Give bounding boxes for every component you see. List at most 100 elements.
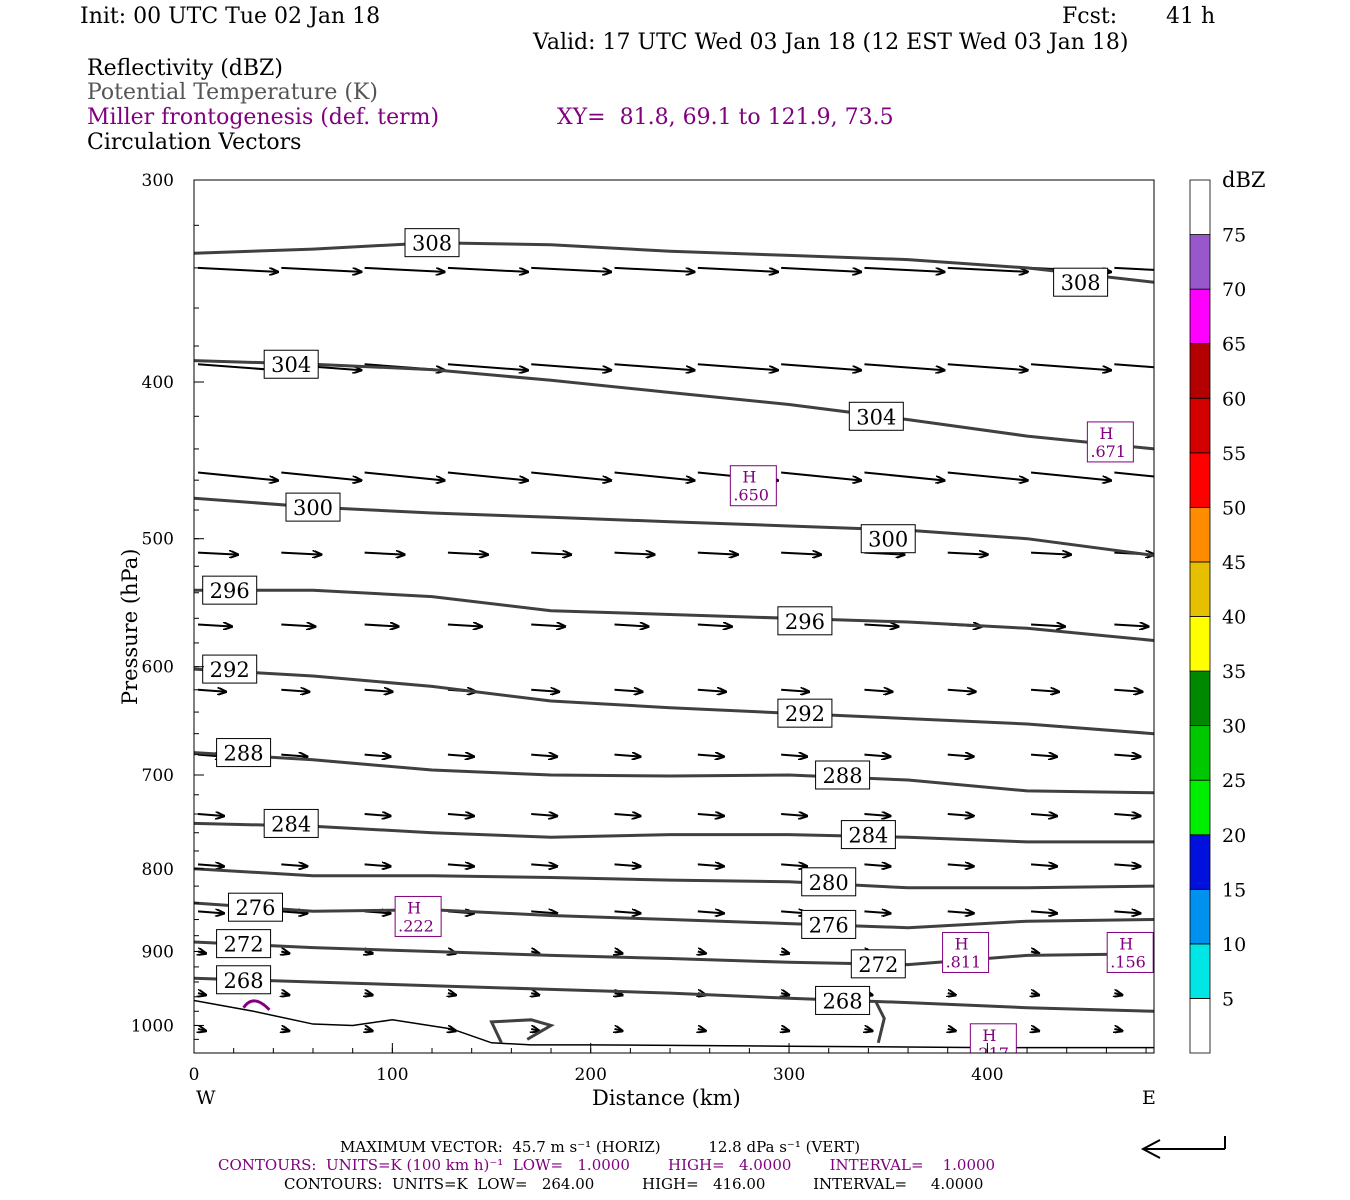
circulation-vector: [1114, 1029, 1122, 1031]
isentrope-label: 296: [210, 579, 250, 603]
colorbar-unit: dBZ: [1222, 168, 1266, 192]
circulation-vector: [448, 993, 456, 995]
isentrope-label-box: [815, 760, 871, 790]
circulation-vector: [781, 814, 807, 816]
isentrope-272: [194, 940, 1154, 967]
frontogenesis-max-box: [969, 1023, 1017, 1053]
circulation-vector: [281, 864, 307, 866]
colorbar-segment: [1189, 179, 1211, 235]
circulation-vector: [614, 625, 649, 627]
circulation-vector: [947, 814, 974, 816]
colorbar-segment: [1189, 616, 1211, 672]
circulation-vector: [198, 1029, 206, 1031]
x-tick-label: 300: [773, 1065, 805, 1085]
circulation-vector: [1031, 993, 1039, 995]
circulation-vector: [697, 266, 778, 272]
forecast-label: Fcst:: [1062, 4, 1118, 29]
circulation-vector: [781, 951, 789, 953]
circulation-vector: [281, 625, 315, 627]
colorbar-tick-label: 15: [1222, 879, 1246, 901]
circulation-vector: [197, 625, 232, 627]
circulation-vector: [864, 471, 944, 480]
circulation-vector: [781, 690, 809, 692]
circulation-vector: [948, 993, 956, 995]
circulation-vector: [697, 755, 724, 757]
x-axis-west-label: W: [196, 1087, 216, 1109]
circulation-vector: [614, 814, 641, 816]
colorbar-segment: [1189, 834, 1211, 890]
circulation-vector: [365, 1029, 373, 1031]
circulation-vector: [197, 690, 226, 692]
isentrope-label: 284: [848, 824, 888, 848]
circulation-vector: [531, 755, 557, 757]
isentrope-label-box: [848, 401, 904, 431]
field-potential-temperature: Potential Temperature (K): [87, 80, 378, 105]
y-tick-label: 1000: [131, 1016, 174, 1036]
isentrope-label: 300: [868, 528, 908, 552]
circulation-vector: [197, 266, 278, 272]
circulation-vector: [197, 814, 224, 816]
colorbar-tick-label: 55: [1222, 443, 1246, 465]
colorbar-segment: [1189, 670, 1211, 727]
circulation-vector: [364, 755, 391, 757]
isentrope-label-box: [815, 985, 871, 1015]
isentrope-label: 300: [293, 496, 333, 520]
colorbar-tick-label: 25: [1222, 770, 1246, 792]
circulation-vector: [281, 951, 289, 953]
isentrope-label: 272: [224, 933, 264, 957]
isentrope-label-box: [216, 965, 272, 995]
frontogenesis-contour-info: CONTOURS: UNITS=K (100 km h)⁻¹ LOW= 1.00…: [218, 1156, 996, 1174]
circulation-vector: [864, 755, 890, 757]
colorbar-tick-label: 70: [1222, 279, 1246, 301]
circulation-vector: [447, 864, 474, 866]
forecast-hour: 41 h: [1166, 4, 1216, 29]
circulation-vector: [1030, 814, 1057, 816]
isentrope-label: 276: [809, 913, 849, 937]
circulation-vector: [531, 864, 557, 866]
circulation-vector: [1030, 471, 1111, 480]
circulation-vector: [947, 471, 1028, 480]
circulation-vector: [197, 553, 238, 555]
frontogenesis-max-label: H: [742, 468, 756, 487]
frontogenesis-max-label: H: [1099, 424, 1113, 443]
isentrope-label: 288: [823, 764, 863, 788]
circulation-vector: [447, 553, 488, 555]
colorbar-segment: [1189, 779, 1211, 836]
isentrope-label: 272: [858, 953, 898, 977]
circulation-vector: [197, 911, 224, 913]
circulation-vector: [365, 951, 373, 953]
circulation-vector: [1114, 864, 1140, 866]
circulation-vector: [948, 1029, 956, 1031]
isentrope-label-box: [777, 606, 833, 636]
circulation-vector: [364, 690, 393, 692]
circulation-vector: [365, 993, 373, 995]
circulation-vector: [1031, 951, 1039, 953]
circulation-vector: [697, 690, 726, 692]
circulation-vector: [781, 363, 861, 370]
circulation-vector: [698, 951, 706, 953]
isentrope-label: 268: [224, 969, 264, 993]
frontogenesis-max-label: H: [955, 934, 969, 953]
circulation-vector: [531, 471, 611, 480]
circulation-vector: [1030, 755, 1057, 757]
isentrope-label: 304: [856, 405, 896, 429]
y-tick-label: 800: [142, 860, 174, 880]
colorbar-tick-label: 5: [1222, 988, 1234, 1010]
circulation-vector: [197, 471, 278, 480]
circulation-vector: [864, 625, 898, 627]
circulation-vector: [615, 993, 623, 995]
circulation-vector: [447, 266, 528, 272]
field-reflectivity: Reflectivity (dBZ): [87, 56, 283, 81]
circulation-vector: [614, 553, 655, 555]
circulation-vector: [781, 553, 821, 555]
frontogenesis-max-value: .671: [1090, 442, 1126, 461]
circulation-vector: [781, 266, 861, 272]
circulation-vector: [864, 911, 890, 913]
x-tick-label: 400: [971, 1065, 1003, 1085]
circulation-vector: [614, 690, 643, 692]
circulation-vector: [614, 864, 641, 866]
circulation-vector: [531, 951, 539, 953]
circulation-vector: [447, 625, 482, 627]
circulation-vector: [781, 1029, 789, 1031]
